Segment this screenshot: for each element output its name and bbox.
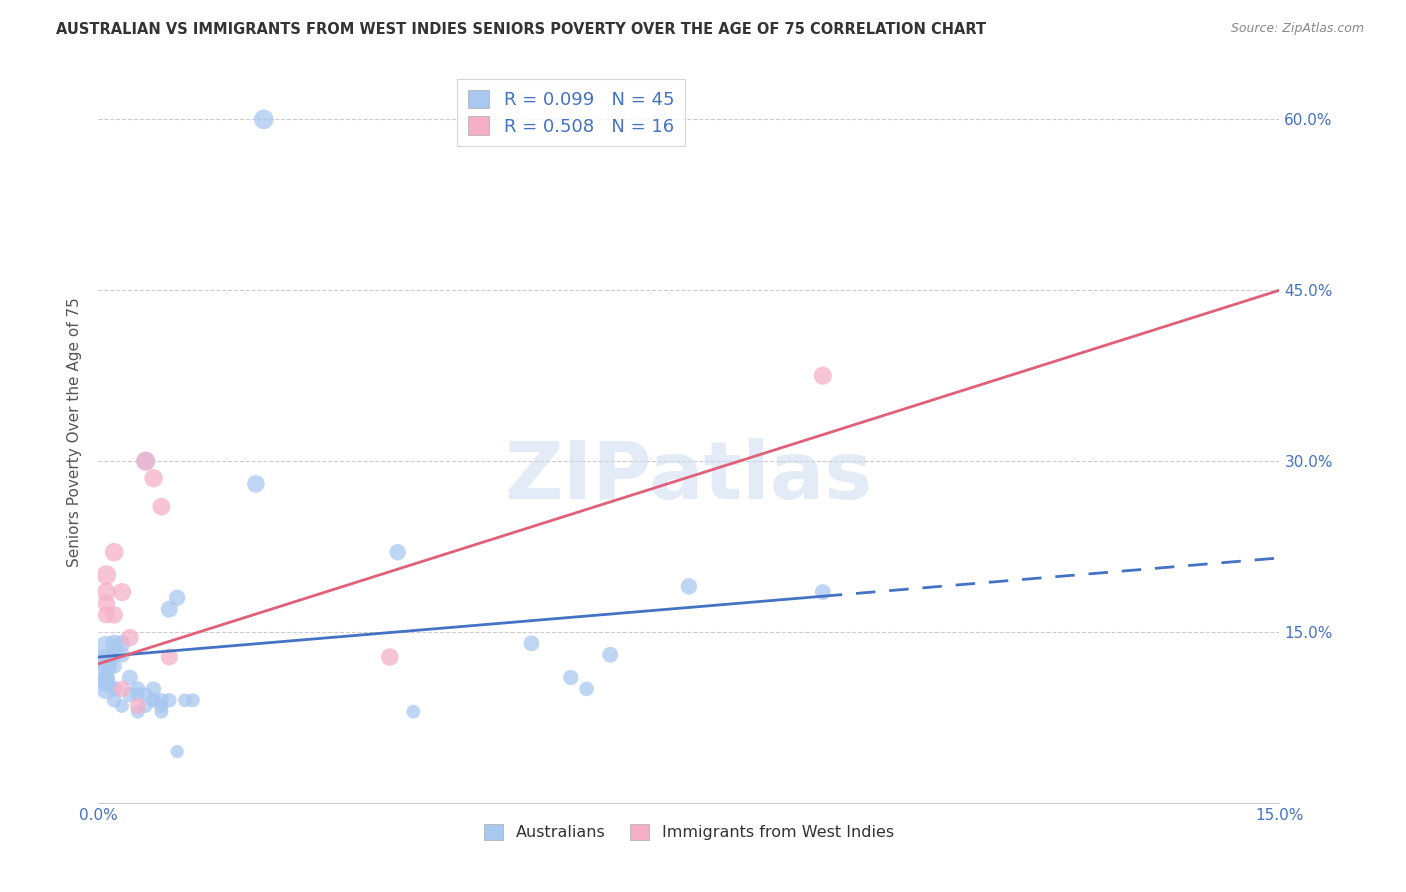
Point [96,673,118,687]
Point [96,676,118,690]
Point [811,585,834,599]
Point [96,661,118,675]
Point [111,648,134,662]
Point [111,636,134,650]
Point [150,698,173,713]
Point [150,500,173,514]
Point [181,693,204,707]
Point [142,681,165,696]
Point [127,688,149,702]
Point [135,688,157,702]
Point [103,681,125,696]
Point [253,112,276,127]
Point [96,642,118,657]
Point [150,705,173,719]
Point [575,681,598,696]
Point [811,368,834,383]
Point [103,659,125,673]
Point [96,681,118,696]
Point [174,693,197,707]
Point [96,653,118,667]
Point [157,602,180,616]
Point [135,454,157,468]
Point [142,693,165,707]
Point [599,648,621,662]
Point [402,705,425,719]
Point [150,693,173,707]
Point [96,607,118,622]
Point [387,545,409,559]
Point [560,671,582,685]
Point [142,471,165,485]
Point [96,671,118,685]
Point [96,585,118,599]
Y-axis label: Seniors Poverty Over the Age of 75: Seniors Poverty Over the Age of 75 [67,298,83,567]
Point [111,681,134,696]
Point [245,476,267,491]
Text: ZIPatlas: ZIPatlas [505,438,873,516]
Text: Source: ZipAtlas.com: Source: ZipAtlas.com [1230,22,1364,36]
Point [157,650,180,665]
Point [135,698,157,713]
Point [127,705,149,719]
Point [103,636,125,650]
Point [111,698,134,713]
Point [166,591,188,605]
Point [111,585,134,599]
Point [103,607,125,622]
Point [118,688,141,702]
Point [127,681,149,696]
Text: AUSTRALIAN VS IMMIGRANTS FROM WEST INDIES SENIORS POVERTY OVER THE AGE OF 75 COR: AUSTRALIAN VS IMMIGRANTS FROM WEST INDIE… [56,22,987,37]
Point [103,693,125,707]
Point [157,693,180,707]
Point [678,579,700,593]
Point [378,650,401,665]
Point [103,545,125,559]
Legend: Australians, Immigrants from West Indies: Australians, Immigrants from West Indies [478,817,900,847]
Point [520,636,543,650]
Point [142,693,165,707]
Point [118,671,141,685]
Point [135,454,157,468]
Point [103,648,125,662]
Point [96,568,118,582]
Point [96,597,118,611]
Point [127,698,149,713]
Point [166,745,188,759]
Point [118,631,141,645]
